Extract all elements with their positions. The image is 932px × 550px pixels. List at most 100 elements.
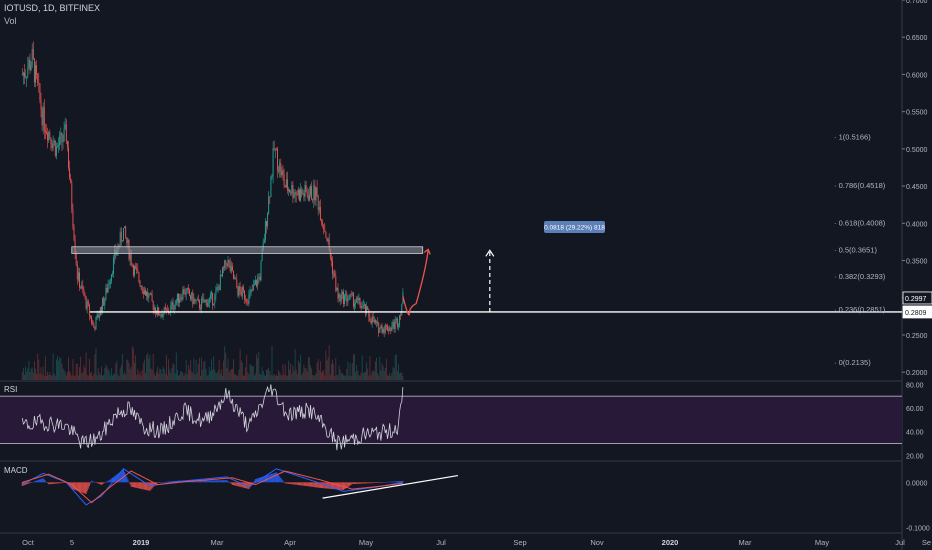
macd-histogram-bar [346, 482, 348, 488]
macd-histogram-bar [122, 469, 125, 483]
macd-histogram-bar [278, 475, 280, 483]
macd-histogram-bar [302, 482, 304, 486]
candle-body [299, 189, 300, 201]
candle-body [268, 196, 270, 214]
candle-body [206, 299, 208, 307]
macd-histogram-bar [78, 482, 81, 492]
candle-body [172, 302, 174, 310]
macd-histogram-bar [74, 482, 76, 490]
macd-histogram-bar [38, 479, 40, 483]
volume-bar [313, 375, 315, 380]
candle-body [184, 293, 186, 295]
macd-histogram-bar [39, 479, 41, 483]
volume-bar [120, 364, 122, 380]
volume-bar [195, 360, 197, 380]
volume-bar [31, 367, 33, 380]
candle-body [358, 298, 360, 301]
volume-bar [333, 364, 335, 380]
price-axis-label: 0.2500 [906, 333, 928, 340]
volume-bar [382, 366, 384, 380]
volume-bar [378, 375, 380, 380]
volume-bar [181, 371, 183, 380]
candle-body [61, 132, 63, 142]
candle-body [118, 245, 120, 247]
macd-trendline[interactable] [322, 474, 458, 499]
candle-body [108, 283, 110, 285]
volume-bar [131, 346, 133, 380]
candle-body [119, 232, 121, 246]
volume-bar [50, 374, 52, 380]
volume-bar [178, 375, 179, 380]
macd-histogram-bar [221, 480, 224, 483]
candle-body [142, 290, 144, 294]
candle-body [131, 264, 133, 266]
macd-histogram-bar [157, 482, 159, 483]
macd-histogram-bar [393, 481, 395, 483]
volume-bar [170, 372, 172, 380]
volume-bar [41, 374, 43, 380]
macd-histogram-bar [142, 482, 144, 490]
macd-histogram-bar [204, 480, 206, 483]
macd-histogram-bar [148, 482, 150, 491]
macd-histogram-bar [206, 480, 208, 483]
volume-bar [235, 374, 237, 380]
macd-histogram-bar [102, 482, 104, 485]
candle-body [39, 83, 41, 100]
volume-bar [174, 373, 176, 380]
volume-bar [142, 362, 144, 380]
candle-body [224, 260, 226, 268]
volume-bar [267, 369, 269, 380]
macd-histogram-bar [289, 482, 291, 484]
volume-bar [268, 367, 270, 380]
candle-body [350, 293, 352, 295]
volume-bar [82, 372, 84, 380]
macd-histogram-bar [297, 482, 299, 486]
volume-bar [361, 355, 363, 380]
volume-bar [215, 373, 217, 380]
macd-histogram-bar [126, 476, 128, 483]
macd-histogram-bar [271, 473, 273, 483]
candle-body [255, 280, 256, 285]
macd-histogram-bar [25, 482, 27, 485]
candle-body [91, 316, 93, 323]
candle-body [95, 317, 97, 330]
volume-bar [384, 368, 386, 380]
volume-bar [185, 360, 187, 380]
macd-histogram-bar [162, 482, 164, 483]
candle-body [54, 140, 56, 156]
volume-bar [172, 363, 174, 380]
macd-histogram-bar [284, 482, 286, 484]
candle-body [316, 187, 318, 196]
volume-bar [261, 367, 263, 380]
volume-bar [113, 373, 115, 380]
macd-histogram-bar [225, 480, 227, 483]
macd-histogram-bar [196, 480, 198, 483]
macd-histogram-bar [106, 481, 108, 483]
resistance-zone-box[interactable] [71, 246, 424, 254]
volume-bar [66, 371, 68, 380]
candle-body [263, 240, 265, 243]
macd-histogram-bar [353, 482, 356, 484]
candle-body [156, 313, 157, 315]
macd-histogram-bar [75, 482, 77, 491]
macd-histogram-bar [141, 482, 143, 490]
macd-histogram-bar [121, 470, 123, 483]
volume-bar [85, 352, 87, 380]
volume-bar [43, 375, 45, 380]
candle-body [311, 186, 313, 200]
volume-bar [241, 362, 243, 380]
price-axis-label: 0.3500 [906, 259, 928, 266]
price-axis-label: 0.6000 [906, 72, 928, 79]
macd-histogram-bar [331, 482, 334, 490]
macd-histogram-bar [217, 480, 219, 483]
macd-histogram-bar [306, 482, 308, 487]
volume-bar [223, 360, 225, 380]
candle-body [341, 291, 343, 295]
candle-body [53, 140, 55, 143]
volume-bar [233, 359, 234, 380]
macd-histogram-bar [143, 482, 145, 490]
fib-level-label: · 0.382(0.3293) [834, 272, 886, 281]
candle-body [46, 132, 47, 134]
volume-bar [337, 375, 339, 380]
